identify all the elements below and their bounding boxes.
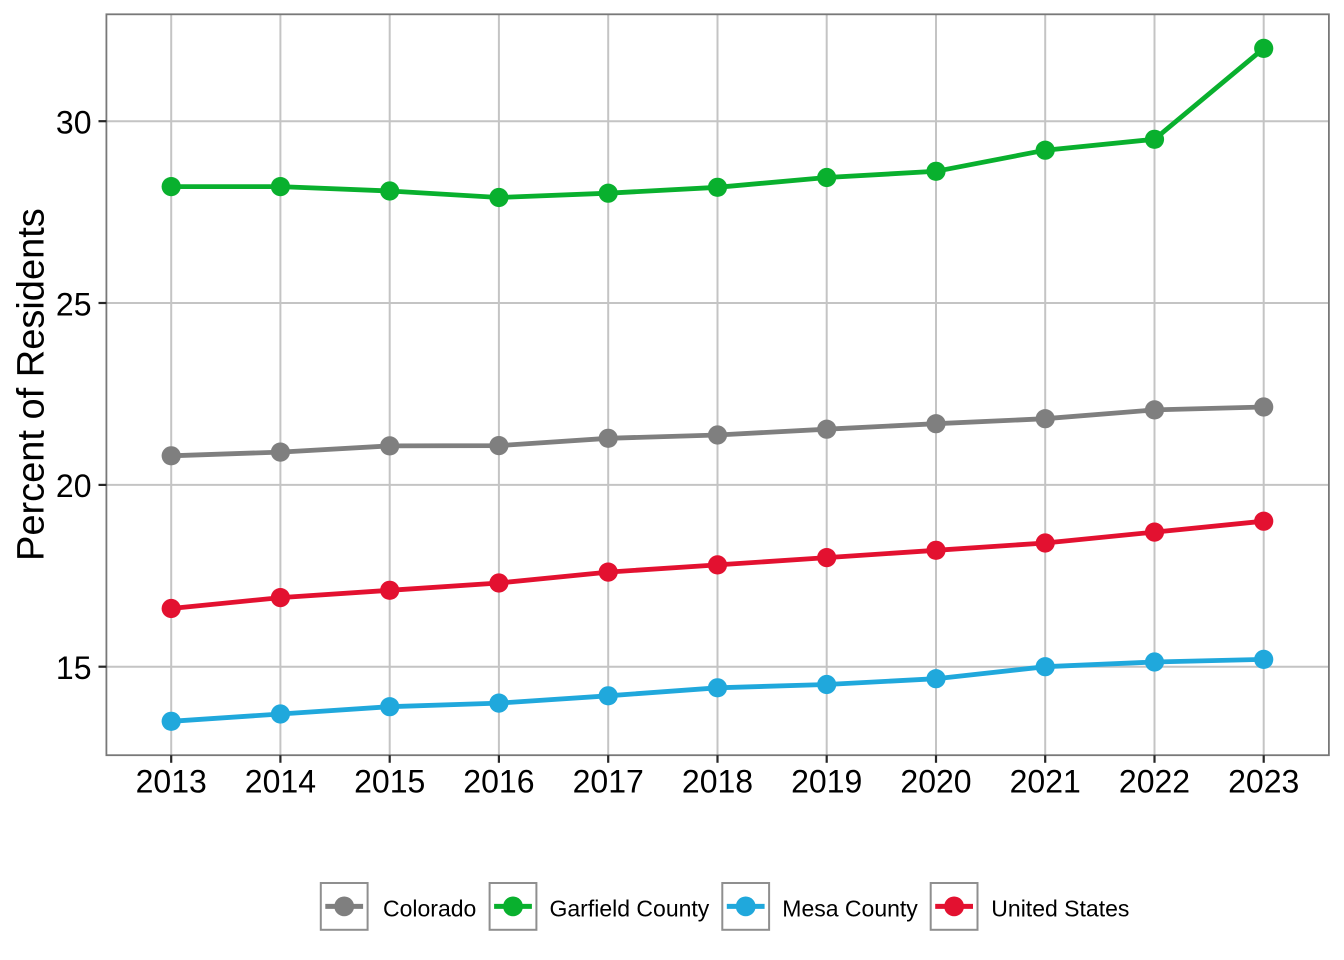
svg-text:Garfield County: Garfield County bbox=[550, 896, 710, 922]
svg-text:Percent of Residents: Percent of Residents bbox=[11, 208, 53, 561]
svg-text:2017: 2017 bbox=[573, 764, 644, 800]
svg-text:2015: 2015 bbox=[354, 764, 425, 800]
svg-text:2013: 2013 bbox=[136, 764, 207, 800]
svg-text:2016: 2016 bbox=[463, 764, 534, 800]
svg-text:2022: 2022 bbox=[1119, 764, 1190, 800]
svg-text:Colorado: Colorado bbox=[383, 896, 476, 922]
svg-text:15: 15 bbox=[56, 650, 92, 686]
svg-text:2023: 2023 bbox=[1228, 764, 1299, 800]
svg-text:2020: 2020 bbox=[900, 764, 971, 800]
svg-text:20: 20 bbox=[56, 468, 92, 504]
svg-text:United States: United States bbox=[991, 896, 1129, 922]
svg-text:Mesa County: Mesa County bbox=[782, 896, 918, 922]
svg-text:2019: 2019 bbox=[791, 764, 862, 800]
svg-text:2021: 2021 bbox=[1010, 764, 1081, 800]
svg-text:2018: 2018 bbox=[682, 764, 753, 800]
svg-text:25: 25 bbox=[56, 286, 92, 322]
svg-text:30: 30 bbox=[56, 105, 92, 141]
svg-text:2014: 2014 bbox=[245, 764, 316, 800]
